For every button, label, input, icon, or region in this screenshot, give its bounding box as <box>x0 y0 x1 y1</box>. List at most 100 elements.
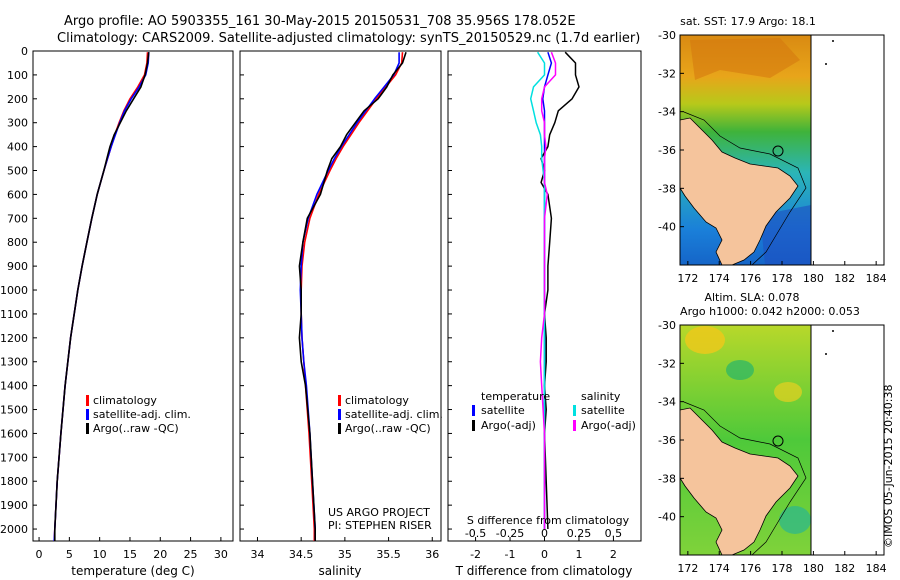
map-y-tick-label: -36 <box>658 144 676 157</box>
x-tick-label-s: -0.25 <box>496 527 524 540</box>
depth-tick-label: 1100 <box>0 308 28 321</box>
x-tick-label: 15 <box>123 548 137 561</box>
shelf-contour <box>683 111 807 265</box>
x-tick-label: 35 <box>338 548 352 561</box>
map-y-tick-label: -38 <box>658 472 676 485</box>
series-line-argo-raw-qc- <box>298 51 407 541</box>
x-tick-label: 20 <box>153 548 167 561</box>
depth-tick-label: 700 <box>7 212 28 225</box>
map-x-tick-label: 176 <box>740 562 761 575</box>
x-tick-label: 10 <box>93 548 107 561</box>
legend-swatch-t-argo <box>472 420 475 431</box>
legend-label-satellite: satellite-adj. clim. <box>93 408 191 421</box>
sla-map: Altim. SLA: 0.078 Argo h1000: 0.042 h200… <box>658 291 887 575</box>
depth-tick-label: 1300 <box>0 356 28 369</box>
x-tick-label: 36 <box>425 548 439 561</box>
x-tick-label-s: 0.5 <box>605 527 623 540</box>
map-x-tick-label: 178 <box>772 272 793 285</box>
x-tick-label: 34.5 <box>289 548 314 561</box>
sla-map-ticks: 172 174 176 178 180 182 184 -30 -32 -34 -36 -38 -40 <box>658 319 887 575</box>
x-tick-label: 34 <box>250 548 264 561</box>
map-y-tick-label: -30 <box>658 29 676 42</box>
island-dot <box>832 40 834 42</box>
legend-swatch-climatology <box>86 395 89 406</box>
depth-tick-label: 400 <box>7 141 28 154</box>
sst-map-title: sat. SST: 17.9 Argo: 18.1 <box>680 15 816 28</box>
difference-plot: -2 -1 0 1 2 -0.5 -0.25 0 0.25 0.5 <box>465 51 623 561</box>
map-y-tick-label: -36 <box>658 434 676 447</box>
sst-warm-patch <box>690 38 800 80</box>
series-line-climatology <box>53 52 149 542</box>
sla-map-title-1: Altim. SLA: 0.078 <box>704 291 799 304</box>
float-position-marker <box>772 435 784 447</box>
depth-tick-label: 1400 <box>0 380 28 393</box>
legend-swatch-climatology <box>338 395 341 406</box>
x-tick-label: -2 <box>470 548 481 561</box>
sst-cool-patch <box>760 205 811 265</box>
salinity-panel-frame <box>239 50 442 542</box>
sla-high-blob <box>774 382 802 402</box>
map-x-tick-label: 184 <box>866 272 887 285</box>
x-tick-label: 30 <box>214 548 228 561</box>
temperature-plot: 0 5 10 15 20 25 30 <box>36 52 228 561</box>
t-diff-xlabel: T difference from climatology <box>455 564 633 578</box>
sla-high-blob <box>685 326 725 354</box>
depth-tick-label: 500 <box>7 165 28 178</box>
sla-low-blob <box>726 360 754 380</box>
legend-label-s-argo: Argo(-adj) <box>581 419 636 432</box>
pi-annotation: PI: STEPHEN RISER <box>328 519 432 532</box>
depth-tick-label: 1000 <box>0 284 28 297</box>
legend-title-salinity: salinity <box>581 390 621 403</box>
depth-tick-label: 1200 <box>0 332 28 345</box>
x-tick-label: -1 <box>505 548 516 561</box>
map-y-tick-label: -38 <box>658 182 676 195</box>
header-line-2: Climatology: CARS2009. Satellite-adjuste… <box>57 31 640 46</box>
legend-label-climatology: climatology <box>345 394 409 407</box>
north-island-land <box>680 117 799 265</box>
map-x-tick-label: 182 <box>834 562 855 575</box>
temperature-legend: climatology satellite-adj. clim. Argo(..… <box>86 394 191 435</box>
sla-map-title-2: Argo h1000: 0.042 h2000: 0.053 <box>680 305 860 318</box>
float-position-marker <box>772 145 784 157</box>
map-x-tick-label: 180 <box>803 272 824 285</box>
sst-map: sat. SST: 17.9 Argo: 18.1 172 174 176 178 18… <box>658 15 887 285</box>
legend-label-climatology: climatology <box>93 394 157 407</box>
depth-tick-label: 1900 <box>0 499 28 512</box>
depth-tick-label: 2000 <box>0 523 28 536</box>
depth-tick-label: 0 <box>21 45 28 58</box>
island-dot <box>825 63 827 65</box>
map-x-tick-label: 180 <box>803 562 824 575</box>
sla-low-blob <box>779 506 811 534</box>
depth-tick-label: 1800 <box>0 475 28 488</box>
legend-label-s-satellite: satellite <box>581 404 625 417</box>
temperature-xlabel: temperature (deg C) <box>71 564 194 578</box>
legend-swatch-argo <box>86 423 89 434</box>
map-y-tick-label: -40 <box>658 221 676 234</box>
north-island-land <box>680 407 799 555</box>
depth-tick-label: 200 <box>7 93 28 106</box>
legend-title-temperature: temperature <box>481 390 550 403</box>
sst-map-ticks: 172 174 176 178 180 182 184 -30 -32 -34 -36 -38 -40 <box>658 29 887 285</box>
island-dot <box>825 353 827 355</box>
depth-tick-label: 1600 <box>0 427 28 440</box>
difference-legend: temperature salinity satellite Argo(-adj… <box>472 390 636 432</box>
x-tick-label: 0 <box>36 548 43 561</box>
map-y-tick-label: -30 <box>658 319 676 332</box>
series-line-satellite-adj-clim- <box>53 52 150 542</box>
salinity-xlabel: salinity <box>318 564 361 578</box>
depth-tick-label: 800 <box>7 236 28 249</box>
legend-label-argo: Argo(..raw -QC) <box>93 422 179 435</box>
series-line-climatology <box>300 52 404 541</box>
map-y-tick-label: -34 <box>658 396 676 409</box>
series-line-satellite-adj-clim- <box>299 52 400 541</box>
x-tick-label: 1 <box>575 548 582 561</box>
depth-axis: 0 100 200 300 400 500 600 700 800 900 1000 1100 1200… <box>0 45 452 536</box>
legend-label-t-satellite: satellite <box>481 404 525 417</box>
series-line-t-argo-adj- <box>540 51 580 530</box>
x-tick-label: 5 <box>66 548 73 561</box>
x-tick-label: 0 <box>541 548 548 561</box>
map-y-tick-label: -34 <box>658 106 676 119</box>
header-line-1: Argo profile: AO 5903355_161 30-May-2015… <box>64 14 576 29</box>
depth-tick-label: 1700 <box>0 451 28 464</box>
map-x-tick-label: 172 <box>677 562 698 575</box>
